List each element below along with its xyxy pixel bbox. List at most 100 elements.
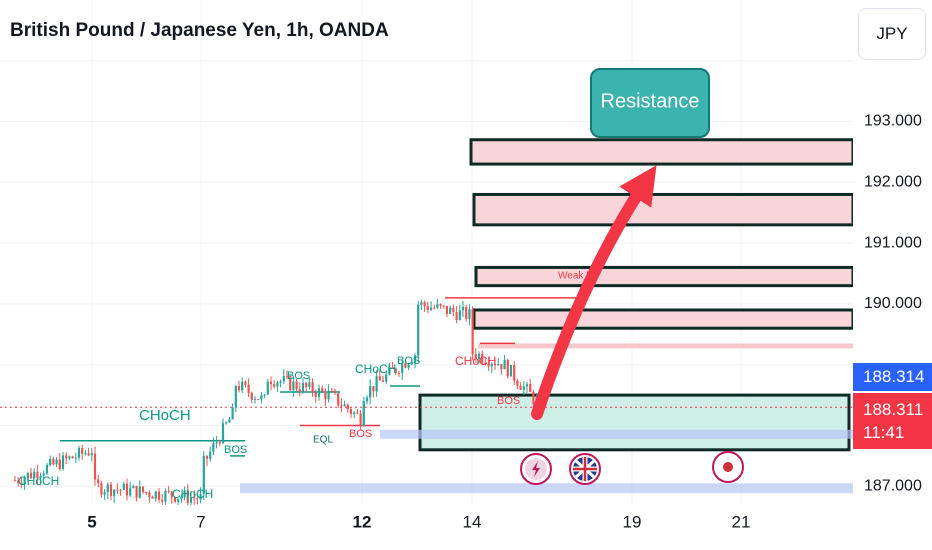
time-axis-tick-label: 14 — [463, 512, 482, 531]
lightning-event-icon[interactable] — [520, 453, 552, 485]
chart-annotation-label: BOS — [224, 444, 247, 456]
candle-body — [81, 448, 84, 454]
chart-annotation-label: CHoCH — [18, 474, 59, 488]
candle-body — [263, 394, 266, 396]
candle-body — [257, 399, 260, 401]
resistance-zone — [474, 265, 855, 288]
liquidity-band — [380, 429, 853, 439]
candle-body — [177, 498, 180, 502]
candle-body — [164, 490, 167, 502]
candle-body — [461, 306, 465, 311]
candle-body — [529, 384, 532, 393]
candle-body — [439, 304, 442, 306]
candle-body — [71, 456, 74, 459]
candle-body — [186, 490, 189, 503]
candle-body — [484, 362, 487, 364]
resistance-zone — [472, 308, 855, 330]
candle-body — [381, 380, 385, 382]
candle-body — [33, 471, 36, 478]
candle-body — [314, 392, 317, 397]
candle-body — [397, 372, 401, 374]
candle-body — [321, 388, 324, 392]
candle-body — [394, 368, 397, 373]
resistance-callout: Resistance — [590, 68, 710, 138]
candle-body — [513, 365, 516, 381]
candle-body — [522, 386, 525, 390]
candle-body — [359, 413, 362, 426]
candle-body — [295, 381, 298, 390]
japan-flag-icon[interactable] — [712, 451, 744, 483]
candle-body — [129, 488, 132, 496]
candle-body — [477, 353, 481, 359]
candle-body — [241, 381, 244, 391]
candle-body — [218, 442, 221, 444]
candle-body — [122, 483, 125, 490]
candle-body — [247, 384, 250, 393]
time-axis-tick-label: 5 — [87, 512, 96, 531]
candle-body — [279, 381, 282, 383]
candle-body — [125, 483, 129, 496]
price-axis-tick-label: 192.000 — [864, 174, 922, 191]
candle-body — [250, 392, 253, 400]
candle-body — [330, 390, 333, 392]
price-axis-tick-label: 190.000 — [864, 295, 922, 312]
candle-body — [228, 419, 231, 423]
candle-body — [493, 363, 497, 366]
uk-flag-icon[interactable] — [569, 453, 601, 485]
candle-body — [269, 381, 273, 385]
candle-body — [215, 442, 218, 444]
candle-body — [244, 381, 247, 385]
candle-body — [161, 499, 164, 502]
candle-body — [391, 367, 394, 369]
candle-body — [506, 359, 509, 377]
candle-body — [404, 363, 407, 368]
candle-body — [433, 307, 436, 309]
candle-body — [509, 365, 513, 377]
candle-body — [532, 392, 535, 404]
candle-body — [260, 395, 263, 400]
candle-body — [157, 491, 161, 500]
candle-body — [442, 305, 445, 307]
bar-countdown: 11:41 — [863, 423, 905, 442]
candle-body — [305, 383, 308, 388]
candle-body — [109, 484, 113, 496]
candle-body — [337, 393, 340, 406]
candle-body — [119, 489, 122, 491]
candle-body — [273, 384, 276, 387]
candle-body — [503, 359, 506, 370]
candle-body — [61, 455, 65, 469]
candle-body — [52, 458, 55, 465]
last-price-tag: 188.314 — [853, 363, 932, 391]
resistance-callout-box — [590, 68, 710, 138]
candle-body — [417, 304, 420, 356]
chart-annotation-label: BOS — [349, 428, 372, 440]
chart-annotation-label: BOS — [497, 395, 520, 407]
candle-body — [455, 311, 458, 321]
candle-body — [481, 353, 484, 363]
candle-body — [468, 309, 471, 319]
resistance-zone — [469, 138, 855, 166]
candle-body — [474, 354, 477, 359]
chart-annotation-label: BOS — [397, 355, 420, 367]
price-axis-tick-label: 193.000 — [864, 113, 922, 130]
candle-body — [17, 480, 20, 483]
currency-button[interactable]: JPY — [858, 8, 926, 60]
candle-body — [145, 492, 148, 494]
candle-body — [497, 364, 500, 366]
candle-body — [202, 455, 205, 495]
candle-body — [196, 498, 199, 500]
candle-body — [353, 412, 356, 415]
candle-body — [148, 492, 151, 497]
candle-body — [23, 477, 26, 485]
candle-body — [292, 381, 295, 391]
time-axis-bg — [0, 505, 853, 550]
candle-body — [93, 453, 97, 480]
candle-body — [388, 367, 391, 375]
candle-body — [58, 459, 61, 469]
event-icons — [520, 451, 744, 485]
candle-body — [471, 309, 474, 355]
candle-body — [116, 489, 119, 491]
candle-body — [333, 391, 337, 394]
candle-body — [445, 305, 449, 314]
